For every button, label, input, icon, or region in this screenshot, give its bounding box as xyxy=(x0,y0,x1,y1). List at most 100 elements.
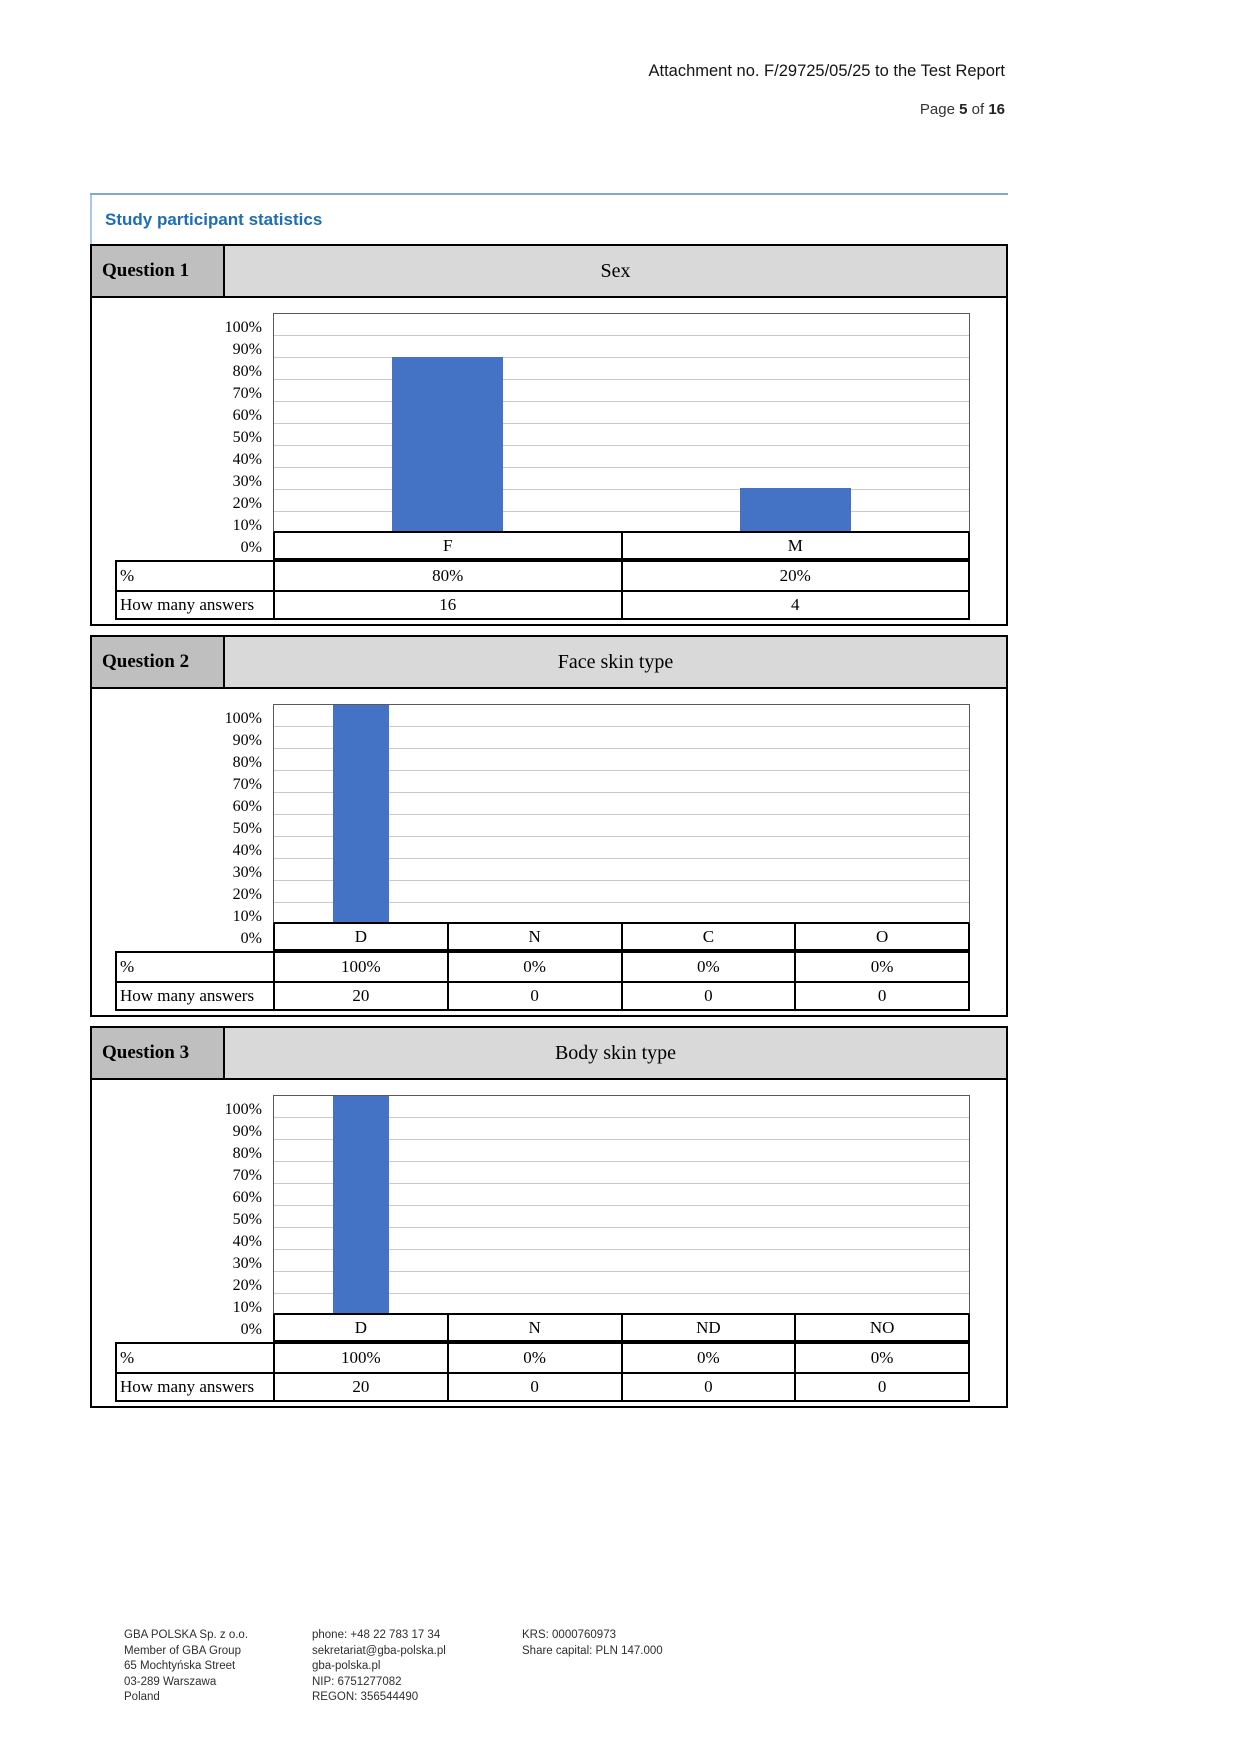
page-indicator: Page 5 of 16 xyxy=(648,101,1005,118)
y-tick-label: 20% xyxy=(232,886,262,903)
row-label: % xyxy=(117,562,275,590)
y-axis-labels: 100% 90% 80% 70% 60% 50% 40% 30% 20% 10% 0% xyxy=(92,1095,273,1338)
gridline xyxy=(274,1293,969,1294)
row-values: 100% 0% 0% 0% xyxy=(275,1344,968,1372)
gridline xyxy=(274,423,969,424)
table-row: How many answers 16 4 xyxy=(117,590,968,618)
table-row: % 100% 0% 0% 0% xyxy=(117,953,968,981)
value-cell: 0% xyxy=(870,1348,894,1367)
plot-area xyxy=(273,1095,970,1315)
value-cell: 0 xyxy=(877,1377,887,1396)
gridline xyxy=(274,379,969,380)
footer-line: 65 Mochtyńska Street xyxy=(124,1660,236,1672)
gridline xyxy=(274,880,969,881)
bar-M xyxy=(739,487,851,531)
table-row: % 100% 0% 0% 0% xyxy=(117,1344,968,1372)
table-row: How many answers 20 0 0 0 xyxy=(117,981,968,1009)
y-tick-label: 90% xyxy=(232,341,262,358)
gridline xyxy=(274,858,969,859)
footer-line: sekretariat@gba-polska.pl xyxy=(312,1644,446,1657)
gridline xyxy=(274,836,969,837)
bar-D xyxy=(333,1096,389,1313)
gridline xyxy=(274,1205,969,1206)
y-tick-label: 20% xyxy=(232,1277,262,1294)
y-tick-label: 80% xyxy=(232,363,262,380)
y-tick-label: 40% xyxy=(232,451,262,468)
row-values: 16 4 xyxy=(275,592,968,618)
gridline xyxy=(274,511,969,512)
y-tick-label: 30% xyxy=(232,1255,262,1272)
question-header-row: Question 3 Body skin type xyxy=(92,1028,1006,1080)
category-label: NO xyxy=(869,1317,895,1337)
category-label: D xyxy=(275,1315,449,1340)
value-cell: 0 xyxy=(449,983,623,1009)
value-cell: 0% xyxy=(870,957,894,976)
data-table: % 100% 0% 0% 0% How many answers 20 0 0 0 xyxy=(115,951,970,1011)
gridline xyxy=(274,726,969,727)
question-number: Question 3 xyxy=(92,1028,225,1078)
plot-area xyxy=(273,704,970,924)
y-tick-label: 80% xyxy=(232,754,262,771)
y-tick-label: 10% xyxy=(232,517,262,534)
question-header-row: Question 1 Sex xyxy=(92,246,1006,298)
value-cell: 0 xyxy=(877,986,887,1005)
y-tick-label: 40% xyxy=(232,1233,262,1250)
y-tick-label: 30% xyxy=(232,473,262,490)
y-tick-label: 30% xyxy=(232,864,262,881)
question-number: Question 1 xyxy=(92,246,225,296)
y-tick-label: 10% xyxy=(232,908,262,925)
footer-line: gba-polska.pl xyxy=(312,1660,381,1672)
category-label: F xyxy=(275,533,623,558)
y-tick-label: 0% xyxy=(240,1321,262,1338)
gridline xyxy=(274,401,969,402)
gridline xyxy=(274,489,969,490)
bar-F xyxy=(392,357,504,531)
y-tick-label: 100% xyxy=(224,319,262,336)
value-cell: 80% xyxy=(275,562,623,590)
category-label: ND xyxy=(623,1315,797,1340)
y-tick-label: 60% xyxy=(232,407,262,424)
y-tick-label: 80% xyxy=(232,1145,262,1162)
value-cell: 0% xyxy=(623,953,797,981)
gridline xyxy=(274,1161,969,1162)
footer-line: Share capital: PLN 147.000 xyxy=(522,1644,663,1657)
value-cell: 0% xyxy=(449,1344,623,1372)
value-cell: 0 xyxy=(623,983,797,1009)
bar-chart: 100% 90% 80% 70% 60% 50% 40% 30% 20% 10% 0% xyxy=(92,689,1006,947)
y-tick-label: 40% xyxy=(232,842,262,859)
y-tick-label: 0% xyxy=(240,539,262,556)
question-header-row: Question 2 Face skin type xyxy=(92,637,1006,689)
footer-line: KRS: 0000760973 xyxy=(522,1629,616,1641)
question-title: Face skin type xyxy=(557,650,674,673)
gridline xyxy=(274,357,969,358)
row-values: 100% 0% 0% 0% xyxy=(275,953,968,981)
y-tick-label: 100% xyxy=(224,1101,262,1118)
question-title: Sex xyxy=(600,259,631,282)
y-tick-label: 50% xyxy=(232,429,262,446)
category-label: D xyxy=(275,924,449,949)
y-tick-label: 70% xyxy=(232,385,262,402)
category-label: O xyxy=(875,926,889,946)
of-label: of xyxy=(971,101,985,118)
question-section: Question 2 Face skin type 100% 90% 80% 70% 6… xyxy=(90,635,1008,1017)
y-axis-labels: 100% 90% 80% 70% 60% 50% 40% 30% 20% 10% 0% xyxy=(92,704,273,947)
value-cell: 20 xyxy=(275,1374,449,1400)
bar-D xyxy=(333,705,389,922)
value-cell: 20% xyxy=(779,566,811,585)
footer-line: REGON: 356544490 xyxy=(312,1691,419,1703)
y-tick-label: 70% xyxy=(232,776,262,793)
footer-line: Member of GBA Group xyxy=(124,1644,241,1657)
row-values: 80% 20% xyxy=(275,562,968,590)
gridline xyxy=(274,1139,969,1140)
value-cell: 16 xyxy=(275,592,623,618)
gridline xyxy=(274,1271,969,1272)
category-label: C xyxy=(623,924,797,949)
gridline xyxy=(274,445,969,446)
value-cell: 0% xyxy=(623,1344,797,1372)
gridline xyxy=(274,902,969,903)
value-cell: 100% xyxy=(275,953,449,981)
footer-line: 03-289 Warszawa xyxy=(124,1675,217,1688)
value-cell: 4 xyxy=(791,595,800,614)
bar-chart: 100% 90% 80% 70% 60% 50% 40% 30% 20% 10% 0% xyxy=(92,298,1006,556)
